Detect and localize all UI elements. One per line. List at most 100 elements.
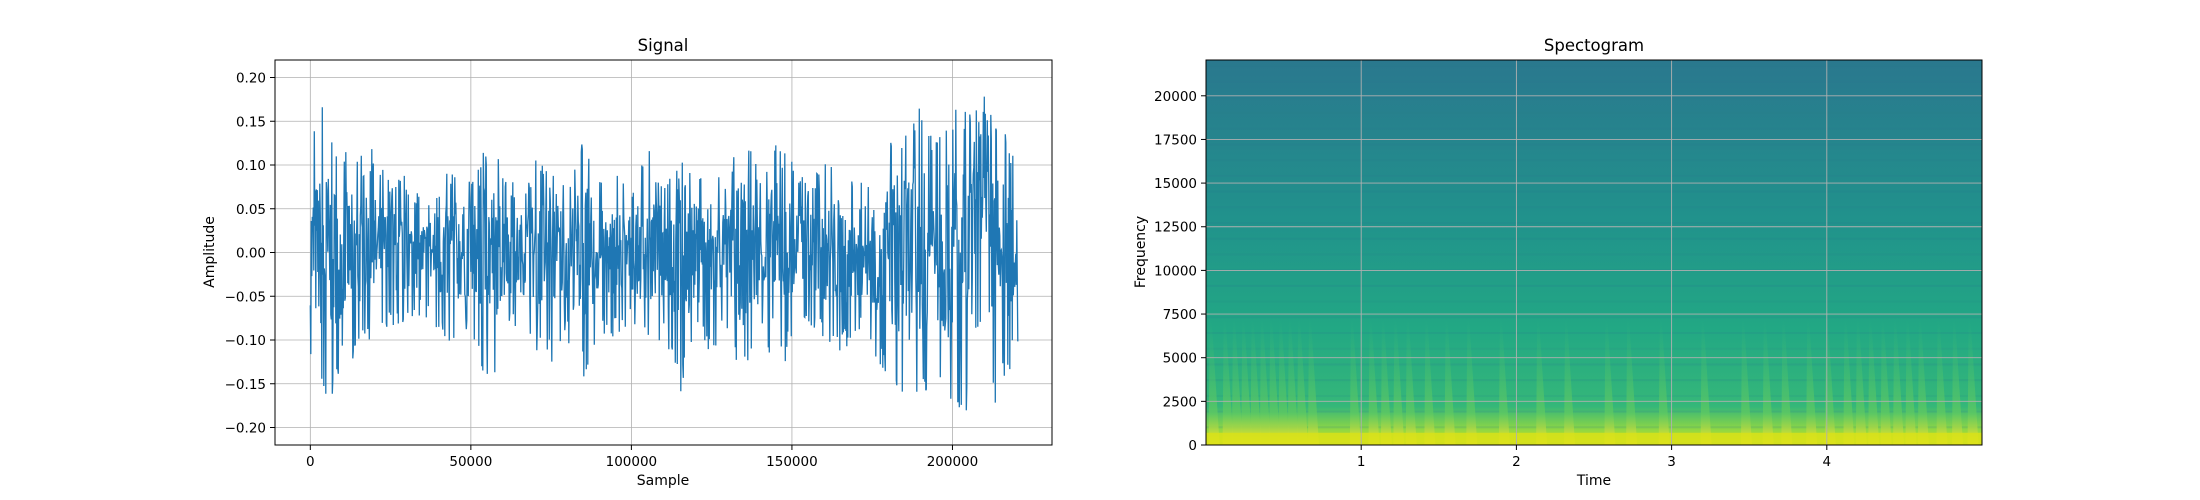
spectrogram-onset bbox=[1700, 319, 1712, 445]
spectrogram-y-tick-label: 10000 bbox=[1154, 263, 1197, 279]
signal-y-label: Amplitude bbox=[202, 216, 218, 288]
spectrogram-x-tick-label: 3 bbox=[1667, 454, 1676, 470]
spectrogram-y-tick-label: 7500 bbox=[1163, 307, 1197, 323]
signal-x-tick-label: 150000 bbox=[766, 454, 818, 470]
spectrogram-onset bbox=[1936, 319, 1948, 445]
signal-y-ticks: 0.20 0.15 0.10 0.05 0.00 −0.05 −0.10 −0.15 −0.20 bbox=[225, 71, 275, 437]
spectrogram-band bbox=[1206, 284, 1982, 287]
signal-y-tick-label: 0.15 bbox=[236, 114, 266, 130]
spectrogram-band bbox=[1206, 64, 1982, 67]
signal-x-ticks: 0 50000 100000 150000 200000 bbox=[306, 445, 978, 470]
spectrogram-band bbox=[1206, 316, 1982, 319]
spectrogram-x-ticks: 1 2 3 4 bbox=[1357, 445, 1831, 470]
spectrogram-onset bbox=[1905, 319, 1917, 445]
spectrogram-x-tick-label: 2 bbox=[1512, 454, 1521, 470]
signal-x-tick-label: 0 bbox=[306, 454, 315, 470]
spectrogram-onset bbox=[1893, 319, 1905, 445]
spectrogram-axes-frame bbox=[1205, 59, 1983, 446]
spectrogram-chart: Spectogram 1 2 3 4 0 2500 5000 7500 10000 12500 1… bbox=[1133, 36, 1983, 489]
spectrogram-onset bbox=[1762, 319, 1774, 445]
spectrogram-band bbox=[1206, 394, 1982, 397]
spectrogram-onset bbox=[1564, 319, 1576, 445]
spectrogram-band bbox=[1206, 127, 1982, 130]
spectrogram-onset bbox=[1604, 319, 1616, 445]
spectrogram-onset bbox=[1466, 319, 1478, 445]
signal-y-tick-label: 0.05 bbox=[236, 202, 266, 218]
spectrogram-y-tick-label: 20000 bbox=[1154, 89, 1197, 105]
spectrogram-onset bbox=[1231, 319, 1243, 445]
spectrogram-onset bbox=[1297, 319, 1309, 445]
spectrogram-onset bbox=[1536, 319, 1548, 445]
signal-y-tick-label: 0.00 bbox=[236, 246, 266, 262]
spectrogram-band bbox=[1206, 174, 1982, 177]
spectrogram-band bbox=[1206, 112, 1982, 114]
spectrogram-y-ticks: 0 2500 5000 7500 10000 12500 15000 17500 20000 bbox=[1154, 89, 1206, 454]
spectrogram-onset bbox=[1424, 319, 1436, 445]
spectrogram-x-tick-label: 1 bbox=[1357, 454, 1366, 470]
signal-chart: Signal 0 50000 100000 150000 200000 0.20 0.15… bbox=[202, 36, 1053, 489]
spectrogram-title: Spectogram bbox=[1544, 36, 1644, 55]
spectrogram-onset bbox=[1405, 319, 1417, 445]
spectrogram-onset bbox=[1952, 319, 1964, 445]
signal-y-tick-label: −0.05 bbox=[225, 289, 266, 305]
spectrogram-background bbox=[1206, 60, 1982, 445]
spectrogram-band bbox=[1206, 237, 1982, 240]
spectrogram-band bbox=[1206, 190, 1982, 193]
signal-x-tick-label: 200000 bbox=[927, 454, 979, 470]
spectrogram-band bbox=[1206, 206, 1982, 209]
spectrogram-band bbox=[1206, 363, 1982, 366]
spectrogram-band bbox=[1206, 332, 1982, 334]
spectrogram-band bbox=[1206, 96, 1982, 99]
spectrogram-onset bbox=[1781, 319, 1793, 445]
spectrogram-y-tick-label: 5000 bbox=[1163, 351, 1197, 367]
spectrogram-onset bbox=[1222, 319, 1234, 445]
signal-y-tick-label: 0.20 bbox=[236, 71, 266, 87]
spectrogram-onset bbox=[1740, 319, 1752, 445]
spectrogram-onset bbox=[1259, 319, 1271, 445]
spectrogram-band bbox=[1206, 426, 1982, 429]
spectrogram-band bbox=[1206, 347, 1982, 350]
spectrogram-y-tick-label: 0 bbox=[1188, 438, 1197, 454]
signal-y-tick-label: −0.10 bbox=[225, 333, 266, 349]
spectrogram-grid bbox=[1206, 60, 1982, 446]
spectrogram-onset bbox=[1307, 319, 1319, 445]
spectrogram-onset bbox=[1278, 319, 1290, 445]
signal-y-tick-label: 0.10 bbox=[236, 158, 266, 174]
spectrogram-band bbox=[1206, 159, 1982, 162]
spectrogram-onset bbox=[1967, 319, 1979, 445]
spectrogram-onset bbox=[1393, 319, 1405, 445]
spectrogram-band bbox=[1206, 143, 1982, 146]
spectrogram-onset bbox=[1250, 319, 1262, 445]
spectrogram-onset bbox=[1824, 319, 1836, 445]
spectrogram-y-tick-label: 15000 bbox=[1154, 176, 1197, 192]
spectrogram-onset bbox=[1498, 319, 1510, 445]
spectrogram-onset bbox=[1368, 319, 1380, 445]
spectrogram-onset bbox=[1917, 319, 1929, 445]
signal-waveform-line bbox=[309, 96, 1019, 411]
spectrogram-onset bbox=[1626, 319, 1638, 445]
spectrogram-x-label: Time bbox=[1576, 473, 1611, 489]
spectrogram-onset bbox=[1806, 319, 1818, 445]
spectrogram-y-tick-label: 17500 bbox=[1154, 132, 1197, 148]
signal-x-tick-label: 50000 bbox=[449, 454, 492, 470]
spectrogram-onset bbox=[1658, 319, 1670, 445]
spectrogram-onset bbox=[1855, 319, 1867, 445]
spectrogram-onset bbox=[1287, 319, 1299, 445]
spectrogram-band bbox=[1206, 222, 1982, 224]
signal-x-tick-label: 100000 bbox=[606, 454, 658, 470]
spectrogram-band bbox=[1206, 80, 1982, 83]
spectrogram-onset bbox=[1208, 319, 1220, 445]
signal-y-tick-label: −0.20 bbox=[225, 421, 266, 437]
spectrogram-onset bbox=[1868, 319, 1880, 445]
spectrogram-y-tick-label: 2500 bbox=[1163, 394, 1197, 410]
spectrogram-onset bbox=[1269, 319, 1281, 445]
spectrogram-band bbox=[1206, 379, 1982, 382]
signal-y-tick-label: −0.15 bbox=[225, 377, 266, 393]
spectrogram-y-label: Frequency bbox=[1133, 216, 1149, 288]
spectrogram-y-tick-label: 12500 bbox=[1154, 220, 1197, 236]
spectrogram-onset bbox=[1349, 319, 1361, 445]
spectrogram-onset bbox=[1444, 319, 1456, 445]
spectrogram-onset bbox=[1380, 319, 1392, 445]
spectrogram-band bbox=[1206, 410, 1982, 413]
